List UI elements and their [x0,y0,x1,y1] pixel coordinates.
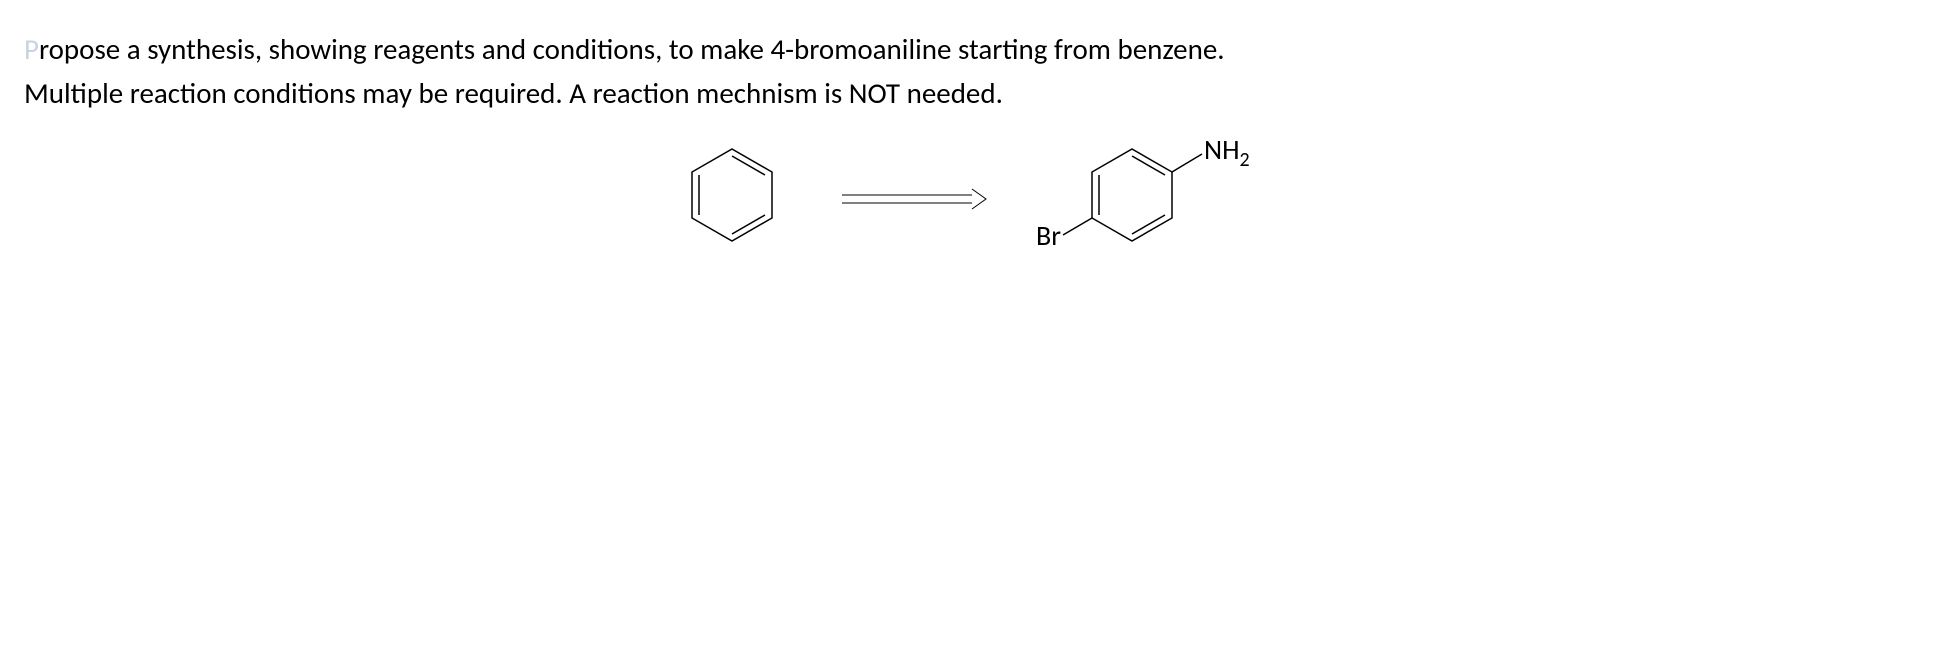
nh2-label: NH2 [1204,137,1250,172]
reaction-arrow [842,189,986,209]
benzene-left [692,149,772,241]
faded-intro: P [24,31,39,67]
question-text: Propose a synthesis, showing reagents an… [24,28,1910,115]
question-line2: Multiple reaction conditions may be requ… [24,75,1003,111]
br-label: Br [1036,218,1061,253]
diagram-area: NH2 Br [24,137,1910,277]
chemistry-diagram: NH2 Br [642,137,1292,277]
benzene-right [1063,149,1202,241]
question-line1: ropose a synthesis, showing reagents and… [39,31,1225,67]
